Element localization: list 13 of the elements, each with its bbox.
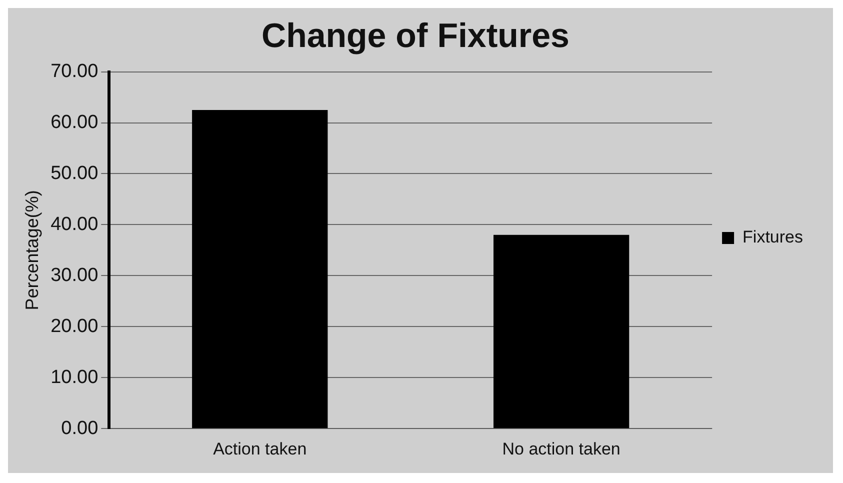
y-tick-label: 30.00 bbox=[50, 264, 98, 286]
x-tick-label: No action taken bbox=[502, 439, 620, 458]
y-tick-label: 40.00 bbox=[50, 214, 98, 235]
y-axis-title: Percentage(%) bbox=[22, 190, 42, 310]
y-tick-label: 60.00 bbox=[50, 112, 98, 134]
x-tick-label: Action taken bbox=[213, 439, 307, 458]
y-tick-label: 20.00 bbox=[50, 316, 98, 337]
y-tick-label: 0.00 bbox=[61, 418, 98, 439]
y-tick-label: 70.00 bbox=[50, 61, 98, 82]
y-tick-label: 10.00 bbox=[50, 366, 98, 388]
chart-title: Change of Fixtures bbox=[262, 16, 570, 55]
y-tick-label: 50.00 bbox=[50, 162, 98, 184]
legend-label: Fixtures bbox=[742, 228, 804, 247]
